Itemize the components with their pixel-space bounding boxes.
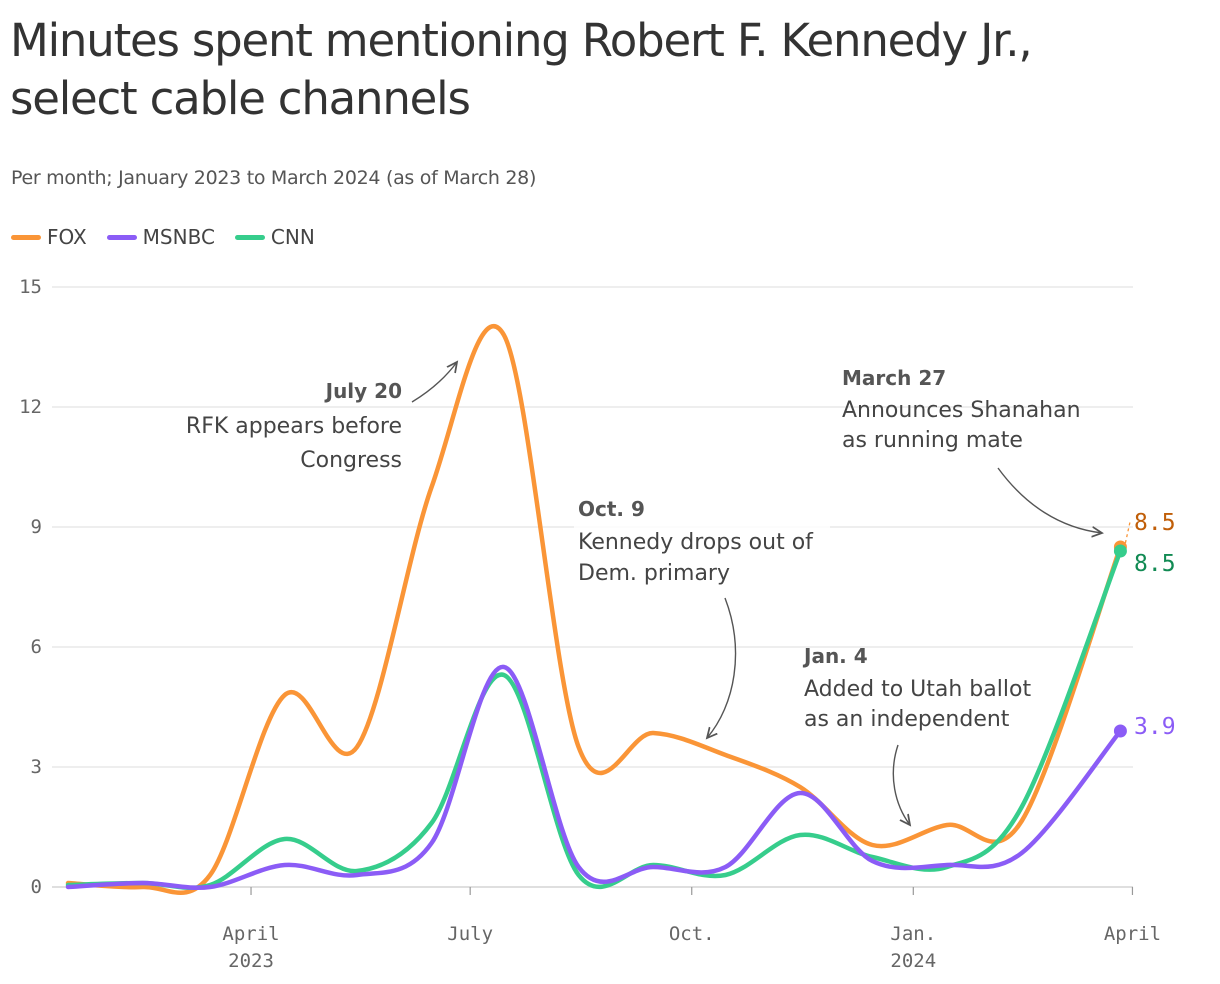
legend-label-msnbc: MSNBC: [142, 225, 215, 249]
end-labels: 8.5 8.5 3.9: [1124, 510, 1176, 740]
x-tick-sublabel-3: 2024: [890, 950, 936, 972]
annotation-july-20-arrow: [411, 362, 457, 403]
annotation-march-27-date: March 27: [842, 366, 946, 390]
legend: FOX MSNBC CNN: [11, 225, 315, 249]
annotation-oct-9-arrow: [707, 597, 737, 738]
legend-label-fox: FOX: [47, 225, 87, 249]
legend-swatch-fox: [11, 234, 41, 240]
annotation-march-27-line-1: Announces Shanahan: [842, 398, 1081, 423]
chart-title-line-1: Minutes spent mentioning Robert F. Kenne…: [10, 14, 1033, 67]
legend-swatch-msnbc: [106, 234, 137, 240]
y-tick-label-12: 12: [19, 396, 42, 418]
annotation-jan-4-line-2: as an independent: [804, 707, 1010, 732]
series-line-fox: [65, 324, 1123, 895]
y-tick-label-6: 6: [31, 636, 42, 658]
y-tick-label-3: 3: [31, 756, 42, 778]
end-label-msnbc: 3.9: [1134, 714, 1176, 740]
x-tick-sublabel-0: 2023: [228, 950, 274, 972]
annotation-jan-4-arrow: [892, 744, 910, 825]
end-point-cnn: [1113, 544, 1127, 558]
annotations: July 20 RFK appears before Congress Oct.…: [186, 362, 1102, 825]
legend-item-fox: FOX: [11, 225, 87, 249]
end-label-cnn: 8.5: [1134, 551, 1176, 577]
annotation-oct-9-date: Oct. 9: [578, 497, 645, 521]
annotation-march-27-arrow: [997, 467, 1102, 533]
legend-swatch-cnn: [234, 234, 265, 240]
legend-item-msnbc: MSNBC: [106, 225, 215, 249]
chart-title: Minutes spent mentioning Robert F. Kenne…: [10, 12, 1200, 128]
y-axis-ticks: 0 3 6 9 12 15: [19, 276, 42, 898]
annotation-july-20-line-1: RFK appears before: [186, 414, 402, 439]
x-tick-label-4: April: [1104, 923, 1161, 945]
x-tick-label-0: April: [222, 923, 279, 945]
series-lines: [65, 324, 1127, 895]
x-axis: April 2023 July Oct. Jan. 2024 April: [222, 887, 1161, 972]
x-tick-label-3: Jan.: [890, 923, 936, 945]
annotation-oct-9-line-1: Kennedy drops out of: [578, 530, 814, 555]
annotation-july-20-line-2: Congress: [300, 448, 402, 473]
end-point-msnbc: [1113, 724, 1127, 738]
chart-title-line-2: select cable channels: [10, 72, 471, 125]
annotation-jan-4-line-1: Added to Utah ballot: [804, 677, 1031, 702]
grid-lines: [52, 286, 1133, 888]
end-label-leader-fox: [1124, 521, 1131, 544]
annotation-oct-9-line-2: Dem. primary: [578, 561, 730, 586]
x-tick-label-2: Oct.: [669, 923, 715, 945]
y-tick-label-0: 0: [31, 876, 42, 898]
annotation-jan-4-backdrop: [800, 673, 1050, 735]
series-line-msnbc: [65, 664, 1123, 890]
annotation-july-20-date: July 20: [324, 379, 402, 403]
annotation-oct-9-backdrop: [574, 524, 830, 586]
y-tick-label-15: 15: [19, 276, 42, 298]
annotation-march-27-line-2: as running mate: [842, 428, 1023, 453]
x-tick-label-1: July: [447, 923, 493, 945]
legend-label-cnn: CNN: [270, 225, 315, 249]
chart-subtitle: Per month; January 2023 to March 2024 (a…: [11, 167, 537, 189]
legend-item-cnn: CNN: [234, 225, 315, 249]
y-tick-label-9: 9: [31, 516, 42, 538]
annotation-jan-4-date: Jan. 4: [802, 644, 868, 668]
end-label-fox: 8.5: [1134, 510, 1176, 536]
